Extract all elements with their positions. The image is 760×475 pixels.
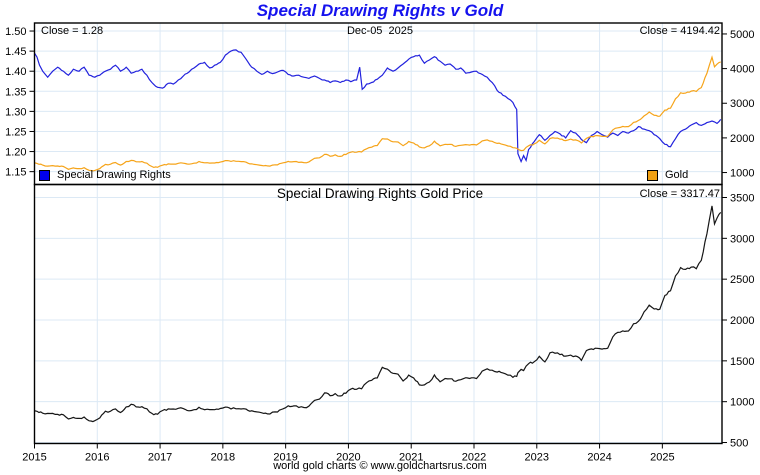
- x-axis-tick-label: 2018: [211, 452, 235, 464]
- left-axis-tick-label: 1.15: [5, 167, 26, 179]
- special-drawing-rights-gold-price-line: [34, 205, 722, 423]
- x-axis-tick-label: 2019: [273, 452, 297, 464]
- right-axis-tick-label: 3000: [730, 98, 754, 110]
- left-axis-tick-label: 1.20: [5, 147, 26, 159]
- x-axis-tick-label: 2015: [22, 452, 46, 464]
- chart-date-label: Dec-05 2025: [346, 25, 414, 37]
- right-axis-tick-label: 2000: [730, 315, 754, 327]
- x-axis-tick-label: 2022: [462, 452, 486, 464]
- left-axis-tick-label: 1.45: [5, 46, 26, 58]
- right-axis-tick-label: 3500: [730, 192, 754, 204]
- x-axis-tick-label: 2021: [399, 452, 423, 464]
- right-axis-tick-label: 4000: [730, 64, 754, 76]
- gold-line: [34, 55, 721, 172]
- gold-legend-label: Gold: [665, 169, 689, 181]
- left-axis-tick-label: 1.35: [5, 86, 26, 98]
- footer-credit: world gold charts © www.goldchartsrus.co…: [273, 460, 487, 472]
- right-axis-tick-label: 1000: [730, 397, 754, 409]
- sdr-legend-swatch-icon: [39, 169, 50, 181]
- gold-close-value: Close = 4194.42: [639, 25, 720, 37]
- bottom-panel-title: Special Drawing Rights Gold Price: [276, 186, 484, 201]
- left-axis-tick-label: 1.40: [5, 66, 26, 78]
- gold-legend-swatch-icon: [647, 169, 658, 181]
- sdr-legend-label: Special Drawing Rights: [57, 169, 171, 181]
- x-axis-tick-label: 2017: [148, 452, 172, 464]
- right-axis-tick-label: 5000: [730, 29, 754, 41]
- x-axis-tick-label: 2016: [85, 452, 109, 464]
- sdr-gold-close-value: Close = 3317.47: [639, 188, 720, 200]
- left-axis-tick-label: 1.50: [5, 26, 26, 38]
- legend-sdr: Special Drawing Rights: [39, 169, 171, 181]
- top-panel-border: [33, 22, 723, 186]
- x-axis-tick-label: 2024: [587, 452, 611, 464]
- right-axis-tick-label: 3000: [730, 233, 754, 245]
- right-axis-tick-label: 2500: [730, 274, 754, 286]
- page-title: Special Drawing Rights v Gold: [256, 1, 504, 20]
- right-axis-tick-label: 500: [730, 438, 748, 450]
- right-axis-tick-label: 1500: [730, 356, 754, 368]
- left-axis-tick-label: 1.25: [5, 126, 26, 138]
- left-axis-tick-label: 1.30: [5, 106, 26, 118]
- legend-gold: Gold: [647, 169, 688, 181]
- sdr-close-value: Close = 1.28: [41, 25, 104, 37]
- x-axis-tick-label: 2023: [525, 452, 549, 464]
- right-axis-tick-label: 1000: [730, 168, 754, 180]
- right-axis-tick-label: 2000: [730, 133, 754, 145]
- x-axis-tick-label: 2025: [650, 452, 674, 464]
- x-axis-tick-label: 2020: [336, 452, 360, 464]
- bottom-panel-border: [33, 183, 723, 445]
